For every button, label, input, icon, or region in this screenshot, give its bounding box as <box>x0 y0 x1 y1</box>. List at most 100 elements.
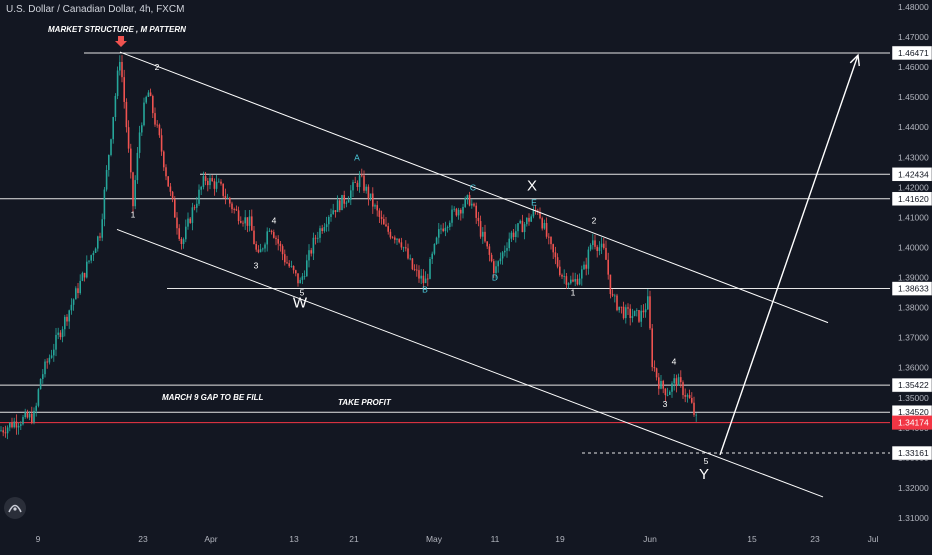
candle-body <box>440 228 442 230</box>
candle-body <box>649 296 651 329</box>
candle-body <box>570 279 572 284</box>
channel-lower-line <box>116 228 824 498</box>
candle-body <box>169 186 172 192</box>
candle-body <box>627 307 629 309</box>
candle-body <box>664 388 667 396</box>
candle-body <box>101 219 103 238</box>
tradingview-logo[interactable] <box>4 497 26 519</box>
candle-body <box>138 132 141 153</box>
candle-body <box>457 209 460 216</box>
candle-body <box>178 228 180 239</box>
candle-body <box>83 272 86 278</box>
candle-body <box>614 295 616 297</box>
candle-body <box>273 232 275 238</box>
candle-body <box>479 221 482 237</box>
candle-body <box>358 175 361 187</box>
candle-body <box>345 202 348 204</box>
candles <box>0 55 697 440</box>
candle-body <box>211 178 213 182</box>
candle-body <box>220 181 222 184</box>
level-price-badge <box>891 167 932 182</box>
candle-body <box>446 227 449 228</box>
price-tick-label: 1.32000 <box>898 483 929 493</box>
candle-body <box>187 218 189 227</box>
price-tick-label: 1.44000 <box>898 122 929 132</box>
candle-body <box>226 197 229 199</box>
time-tick-label: 23 <box>138 534 148 544</box>
price-tick-label: 1.42000 <box>898 182 929 192</box>
candle-body <box>669 391 671 395</box>
logo-icon <box>8 504 22 513</box>
candle-body <box>530 216 532 222</box>
candle-body <box>319 228 321 238</box>
candle-body <box>405 247 407 249</box>
candle-body <box>589 245 592 250</box>
candle-body <box>215 181 218 189</box>
wave-label: 3 <box>254 261 259 271</box>
candle-body <box>607 259 609 275</box>
candle-body <box>167 176 169 187</box>
candle-body <box>143 102 145 126</box>
candle-body <box>119 61 121 71</box>
candle-body <box>561 274 563 277</box>
wave-label: 4 <box>272 215 277 225</box>
candle-body <box>581 269 583 279</box>
price-tick-label: 1.48000 <box>898 2 929 12</box>
candle-body <box>134 180 136 207</box>
time-axis: 9 23 Apr 13 21 May 11 19 Jun 15 23 Jul <box>0 528 932 550</box>
wave-label: 5 <box>704 456 709 466</box>
candle-body <box>70 304 73 311</box>
time-tick-label: 11 <box>491 534 500 544</box>
candle-body <box>567 283 570 285</box>
candle-body <box>400 242 403 248</box>
candle-body <box>185 226 187 240</box>
candle-body <box>130 148 132 173</box>
candle-body <box>363 175 365 191</box>
candle-body <box>198 189 200 204</box>
candle-body <box>55 334 57 350</box>
current-price-label: 1.34174 <box>898 418 929 428</box>
candle-body <box>42 374 44 379</box>
candle-body <box>539 212 541 219</box>
candle-body <box>301 276 304 280</box>
candle-body <box>517 223 519 232</box>
wave-label: B <box>422 285 428 295</box>
candle-body <box>501 252 504 259</box>
candle-body <box>59 332 62 338</box>
level-price-badge <box>891 445 932 461</box>
price-tick-label: 1.40000 <box>898 242 929 252</box>
candle-body <box>17 425 20 428</box>
candle-body <box>490 254 493 262</box>
candle-body <box>207 180 209 186</box>
candle-body <box>438 229 440 238</box>
candle-body <box>9 422 11 428</box>
candle-body <box>385 224 387 227</box>
projection-arrowhead <box>849 53 860 67</box>
candle-body <box>248 216 251 226</box>
candle-body <box>196 203 198 208</box>
candle-body <box>592 240 594 246</box>
time-tick-label: Jul <box>868 534 879 544</box>
candle-body <box>666 394 669 396</box>
candle-body <box>242 222 244 224</box>
time-tick-label: 13 <box>289 534 299 544</box>
candle-body <box>88 260 90 262</box>
candle-body <box>499 258 502 262</box>
candle-body <box>407 248 409 259</box>
candle-body <box>413 269 416 271</box>
price-tick-label: 1.43000 <box>898 152 929 162</box>
candle-body <box>323 227 326 231</box>
candle-body <box>299 279 301 284</box>
candle-body <box>671 383 673 392</box>
wave-label: 2 <box>592 215 597 225</box>
candle-body <box>24 412 26 418</box>
candle-body <box>235 209 238 211</box>
candle-body <box>532 210 535 217</box>
price-tick-label: 1.31000 <box>898 513 929 523</box>
candle-body <box>292 265 295 271</box>
candle-body <box>64 316 66 330</box>
candle-body <box>46 361 48 363</box>
candle-body <box>543 223 546 229</box>
